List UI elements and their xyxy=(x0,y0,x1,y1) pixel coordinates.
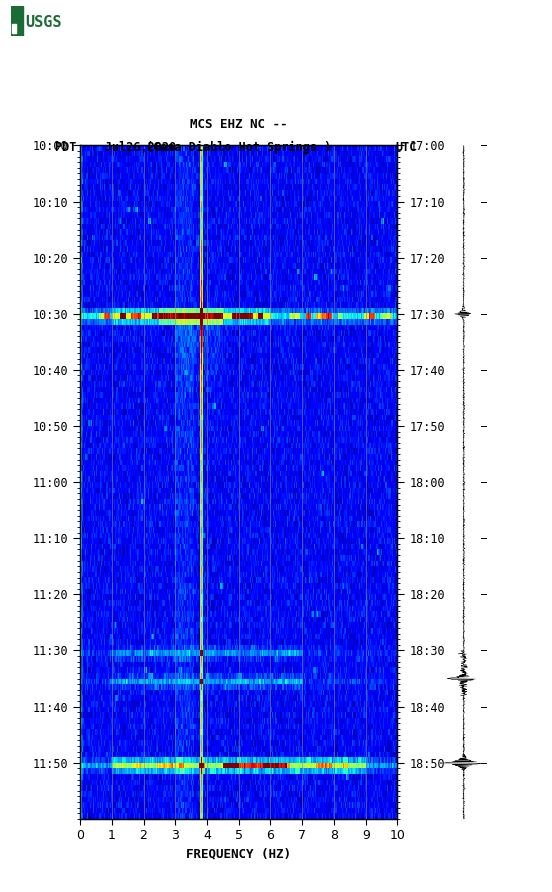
Text: MCS EHZ NC --: MCS EHZ NC -- xyxy=(190,118,287,131)
Text: (Casa Diablo Hot Springs ): (Casa Diablo Hot Springs ) xyxy=(146,141,331,154)
Bar xyxy=(12,24,17,33)
Text: PDT    Jul26,2020: PDT Jul26,2020 xyxy=(55,141,176,154)
Text: USGS: USGS xyxy=(25,15,62,30)
Bar xyxy=(11,6,23,36)
Text: UTC: UTC xyxy=(395,141,417,154)
X-axis label: FREQUENCY (HZ): FREQUENCY (HZ) xyxy=(186,847,291,861)
